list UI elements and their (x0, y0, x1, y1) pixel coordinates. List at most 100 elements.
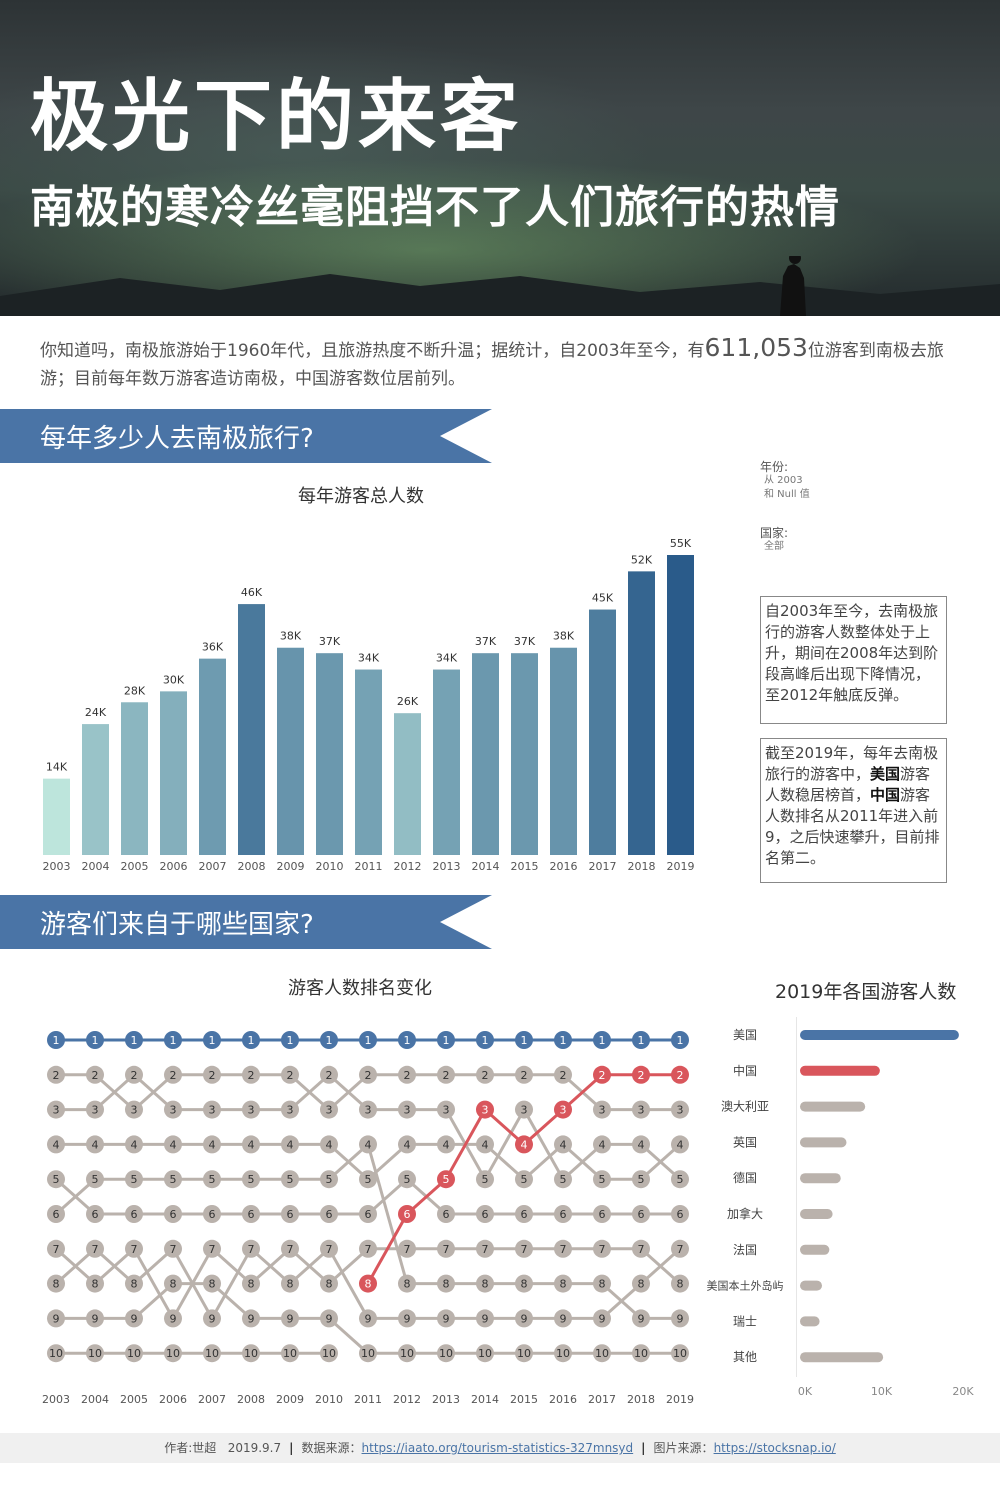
rank-point[interactable] (281, 1239, 299, 1258)
rank-point[interactable] (320, 1274, 338, 1293)
rank-point[interactable] (632, 1065, 650, 1084)
rank-point[interactable] (359, 1344, 377, 1363)
hbar-德国[interactable] (800, 1173, 841, 1184)
rank-point[interactable] (437, 1100, 455, 1119)
rank-point[interactable] (164, 1135, 182, 1154)
rank-point[interactable] (86, 1065, 104, 1084)
rank-point[interactable] (437, 1031, 455, 1049)
rank-point[interactable] (554, 1170, 572, 1189)
rank-point[interactable] (593, 1065, 611, 1084)
rank-point[interactable] (554, 1135, 572, 1154)
rank-point[interactable] (359, 1065, 377, 1084)
rank-point[interactable] (359, 1135, 377, 1154)
rank-point[interactable] (515, 1031, 533, 1049)
rank-point[interactable] (593, 1344, 611, 1363)
rank-point[interactable] (671, 1100, 689, 1119)
rank-point[interactable] (125, 1309, 143, 1328)
rank-point[interactable] (47, 1065, 65, 1084)
rank-point[interactable] (281, 1170, 299, 1189)
rank-point[interactable] (554, 1274, 572, 1293)
rank-point[interactable] (320, 1065, 338, 1084)
rank-point[interactable] (164, 1309, 182, 1328)
rank-point[interactable] (281, 1065, 299, 1084)
bar-2019[interactable] (667, 555, 694, 855)
rank-point[interactable] (476, 1065, 494, 1084)
rank-point[interactable] (632, 1344, 650, 1363)
rank-point[interactable] (164, 1031, 182, 1049)
rank-point[interactable] (359, 1205, 377, 1223)
rank-point[interactable] (437, 1274, 455, 1293)
rank-point[interactable] (320, 1135, 338, 1154)
rank-point[interactable] (203, 1239, 221, 1258)
rank-point[interactable] (398, 1274, 416, 1293)
rank-point[interactable] (203, 1344, 221, 1363)
rank-point[interactable] (125, 1239, 143, 1258)
rank-point[interactable] (593, 1031, 611, 1049)
rank-point[interactable] (398, 1170, 416, 1189)
rank-point[interactable] (281, 1100, 299, 1119)
rank-point[interactable] (86, 1239, 104, 1258)
bar-2014[interactable] (472, 653, 499, 855)
hbar-法国[interactable] (800, 1244, 830, 1255)
rank-point[interactable] (632, 1309, 650, 1328)
rank-point[interactable] (593, 1100, 611, 1119)
rank-point[interactable] (671, 1274, 689, 1293)
rank-point[interactable] (515, 1309, 533, 1328)
hbar-其他[interactable] (800, 1352, 884, 1363)
bar-2016[interactable] (550, 647, 577, 855)
bar-2007[interactable] (199, 658, 226, 855)
bar-2011[interactable] (355, 669, 382, 855)
rank-point[interactable] (203, 1100, 221, 1119)
rank-point[interactable] (671, 1205, 689, 1223)
rank-point[interactable] (164, 1239, 182, 1258)
hbar-加拿大[interactable] (800, 1209, 833, 1219)
rank-point[interactable] (398, 1100, 416, 1119)
rank-point[interactable] (203, 1031, 221, 1049)
rank-point[interactable] (47, 1031, 65, 1049)
rank-point[interactable] (203, 1274, 221, 1293)
bar-2018[interactable] (628, 571, 655, 855)
rank-point[interactable] (515, 1135, 533, 1154)
rank-point[interactable] (437, 1344, 455, 1363)
rank-point[interactable] (164, 1170, 182, 1189)
rank-point[interactable] (593, 1309, 611, 1328)
rank-point[interactable] (125, 1344, 143, 1363)
rank-point[interactable] (203, 1205, 221, 1223)
rank-point[interactable] (242, 1065, 260, 1084)
rank-point[interactable] (515, 1274, 533, 1293)
rank-point[interactable] (398, 1239, 416, 1258)
hbar-美国本土外岛屿[interactable] (800, 1280, 823, 1291)
rank-point[interactable] (593, 1274, 611, 1293)
hbar-中国[interactable] (800, 1065, 880, 1076)
country-filter-value[interactable]: 全部 (764, 541, 784, 552)
rank-point[interactable] (632, 1135, 650, 1154)
rank-point[interactable] (164, 1100, 182, 1119)
bar-2017[interactable] (589, 609, 616, 855)
rank-point[interactable] (476, 1239, 494, 1258)
rank-point[interactable] (671, 1065, 689, 1084)
rank-point[interactable] (554, 1065, 572, 1084)
rank-point[interactable] (86, 1344, 104, 1363)
bar-2005[interactable] (121, 702, 148, 855)
rank-point[interactable] (515, 1170, 533, 1189)
rank-point[interactable] (125, 1065, 143, 1084)
rank-point[interactable] (281, 1205, 299, 1223)
rank-point[interactable] (398, 1344, 416, 1363)
rank-point[interactable] (593, 1205, 611, 1223)
rank-point[interactable] (86, 1100, 104, 1119)
rank-point[interactable] (203, 1135, 221, 1154)
rank-point[interactable] (632, 1170, 650, 1189)
year-filter-null[interactable]: 和 Null 值 (764, 489, 810, 500)
rank-point[interactable] (242, 1309, 260, 1328)
rank-point[interactable] (281, 1309, 299, 1328)
rank-point[interactable] (47, 1309, 65, 1328)
footer-source-link[interactable]: https://iaato.org/tourism-statistics-327… (361, 1441, 634, 1455)
rank-point[interactable] (320, 1170, 338, 1189)
rank-point[interactable] (359, 1100, 377, 1119)
hbar-英国[interactable] (800, 1137, 847, 1148)
rank-point[interactable] (125, 1031, 143, 1049)
rank-point[interactable] (398, 1031, 416, 1049)
hbar-澳大利亚[interactable] (800, 1101, 866, 1112)
rank-point[interactable] (203, 1309, 221, 1328)
rank-point[interactable] (671, 1239, 689, 1258)
